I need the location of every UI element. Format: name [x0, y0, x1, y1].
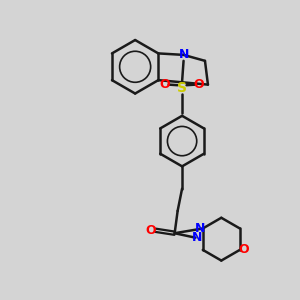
Text: O: O — [146, 224, 156, 237]
Text: O: O — [160, 78, 170, 91]
Text: O: O — [238, 243, 249, 256]
Text: N: N — [178, 48, 189, 62]
Text: N: N — [192, 231, 202, 244]
Text: N: N — [195, 222, 206, 235]
Text: S: S — [177, 81, 187, 94]
Text: O: O — [194, 78, 204, 91]
